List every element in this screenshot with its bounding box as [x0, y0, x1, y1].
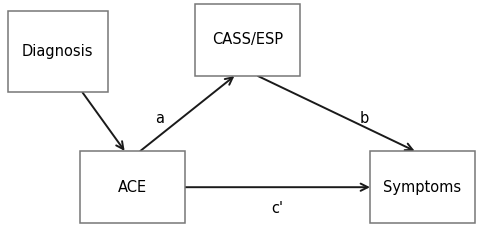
FancyBboxPatch shape [370, 151, 475, 223]
Text: Symptoms: Symptoms [384, 180, 462, 195]
Text: b: b [359, 111, 368, 126]
Text: c': c' [272, 201, 283, 216]
Text: Diagnosis: Diagnosis [22, 44, 93, 59]
Text: a: a [156, 111, 164, 126]
FancyBboxPatch shape [80, 151, 185, 223]
Text: CASS/ESP: CASS/ESP [212, 32, 283, 47]
FancyBboxPatch shape [195, 4, 300, 76]
FancyBboxPatch shape [8, 11, 108, 92]
Text: ACE: ACE [118, 180, 147, 195]
